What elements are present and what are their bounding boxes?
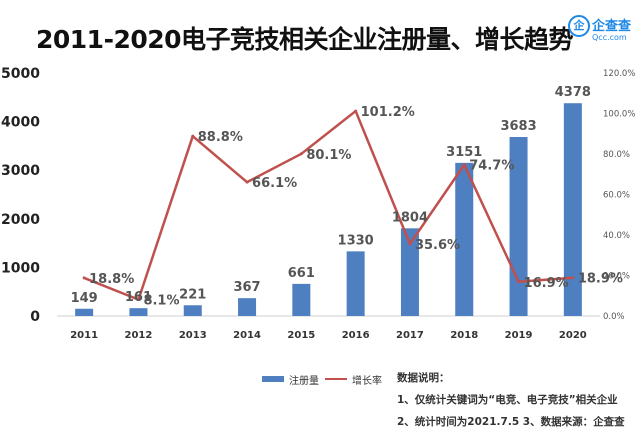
bar-value-label: 367 bbox=[233, 280, 260, 295]
x-tick-label: 2017 bbox=[396, 330, 424, 341]
rate-value-label: 18.9% bbox=[578, 272, 623, 287]
legend-line-swatch bbox=[325, 378, 347, 380]
line-point-2012 bbox=[136, 298, 140, 302]
growth-rate-line bbox=[83, 109, 573, 301]
logo-mark: 企 bbox=[568, 15, 590, 37]
bar-value-label: 3151 bbox=[446, 145, 482, 160]
x-tick-label: 2018 bbox=[450, 330, 478, 341]
bar-value-label: 161 bbox=[125, 290, 152, 305]
y-left-tick-label: 5000 bbox=[1, 66, 40, 82]
legend-bar-label: 注册量 bbox=[289, 376, 319, 387]
y-left-tick-label: 0 bbox=[30, 309, 40, 325]
line-point-2019 bbox=[517, 280, 521, 284]
rate-value-label: 35.6% bbox=[415, 238, 460, 253]
bar-2016 bbox=[346, 251, 365, 316]
notes-heading: 数据说明： bbox=[397, 372, 450, 384]
logo-name: 企查查 bbox=[592, 19, 632, 34]
rate-value-label: 8.1% bbox=[143, 294, 179, 309]
bar-value-label: 661 bbox=[288, 266, 315, 281]
y-right-tick-label: 100.0% bbox=[603, 110, 635, 120]
x-tick-label: 2016 bbox=[342, 330, 370, 341]
rate-value-label: 80.1% bbox=[306, 148, 351, 163]
line-point-2020 bbox=[571, 276, 575, 280]
bar-value-label: 1330 bbox=[338, 233, 374, 248]
x-tick-label: 2012 bbox=[125, 330, 153, 341]
bar-2018 bbox=[455, 162, 474, 316]
legend-line-label: 增长率 bbox=[352, 376, 382, 387]
rate-value-label: 74.7% bbox=[469, 159, 514, 174]
rate-value-label: 16.9% bbox=[524, 276, 569, 291]
y-left-tick-label: 2000 bbox=[1, 212, 40, 228]
bar-2014 bbox=[238, 298, 257, 316]
qichacha-logo: 企 企查查 Qcc.com bbox=[568, 15, 632, 49]
line-point-2014 bbox=[245, 180, 249, 184]
bar-value-label: 149 bbox=[71, 291, 98, 306]
x-tick-label: 2014 bbox=[233, 330, 261, 341]
chart-title: 2011-2020电子竞技相关企业注册量、增长趋势 bbox=[36, 25, 574, 54]
x-tick-label: 2015 bbox=[287, 330, 315, 341]
bar-value-label: 221 bbox=[179, 287, 206, 302]
line-point-2016 bbox=[354, 109, 358, 113]
y-right-tick-label: 80.0% bbox=[603, 150, 630, 160]
logo-domain: Qcc.com bbox=[592, 33, 627, 42]
bar-value-label: 1804 bbox=[392, 210, 428, 225]
y-right-tick-label: 20.0% bbox=[603, 272, 630, 282]
line-point-2018 bbox=[462, 163, 466, 167]
line-point-2011 bbox=[82, 276, 86, 280]
rate-value-label: 88.8% bbox=[198, 130, 243, 145]
notes-line-1: 1、仅统计关键词为“电竞、电子竞技”相关企业 bbox=[397, 394, 618, 406]
bar-value-label: 3683 bbox=[500, 119, 536, 134]
bar-2011 bbox=[75, 308, 94, 316]
rate-value-label: 18.8% bbox=[89, 272, 134, 287]
line-point-2017 bbox=[408, 242, 412, 246]
y-right-tick-label: 40.0% bbox=[603, 231, 630, 241]
y-left-tick-label: 4000 bbox=[1, 115, 40, 131]
legend-bar-swatch bbox=[262, 376, 284, 382]
bar-2012 bbox=[129, 308, 148, 316]
y-left-tick-label: 3000 bbox=[1, 163, 40, 179]
notes-line-2: 2、统计时间为2021.7.5 3、数据来源：企查查 bbox=[397, 416, 625, 428]
bar-2013 bbox=[183, 305, 202, 316]
bar-2020 bbox=[563, 103, 582, 316]
x-tick-label: 2020 bbox=[559, 330, 587, 341]
line-point-2013 bbox=[191, 134, 195, 138]
line-point-2015 bbox=[299, 152, 303, 156]
x-tick-label: 2013 bbox=[179, 330, 207, 341]
y-right-tick-label: 60.0% bbox=[603, 191, 630, 201]
y-right-tick-label: 120.0% bbox=[603, 69, 635, 79]
bar-2015 bbox=[292, 283, 311, 316]
bar-2017 bbox=[400, 228, 419, 316]
y-left-tick-label: 1000 bbox=[1, 260, 40, 276]
rate-value-label: 66.1% bbox=[252, 176, 297, 191]
bar-value-label: 4378 bbox=[555, 85, 591, 100]
rate-value-label: 101.2% bbox=[361, 105, 415, 120]
y-right-tick-label: 0.0% bbox=[603, 312, 625, 322]
x-tick-label: 2019 bbox=[505, 330, 533, 341]
x-tick-label: 2011 bbox=[70, 330, 98, 341]
